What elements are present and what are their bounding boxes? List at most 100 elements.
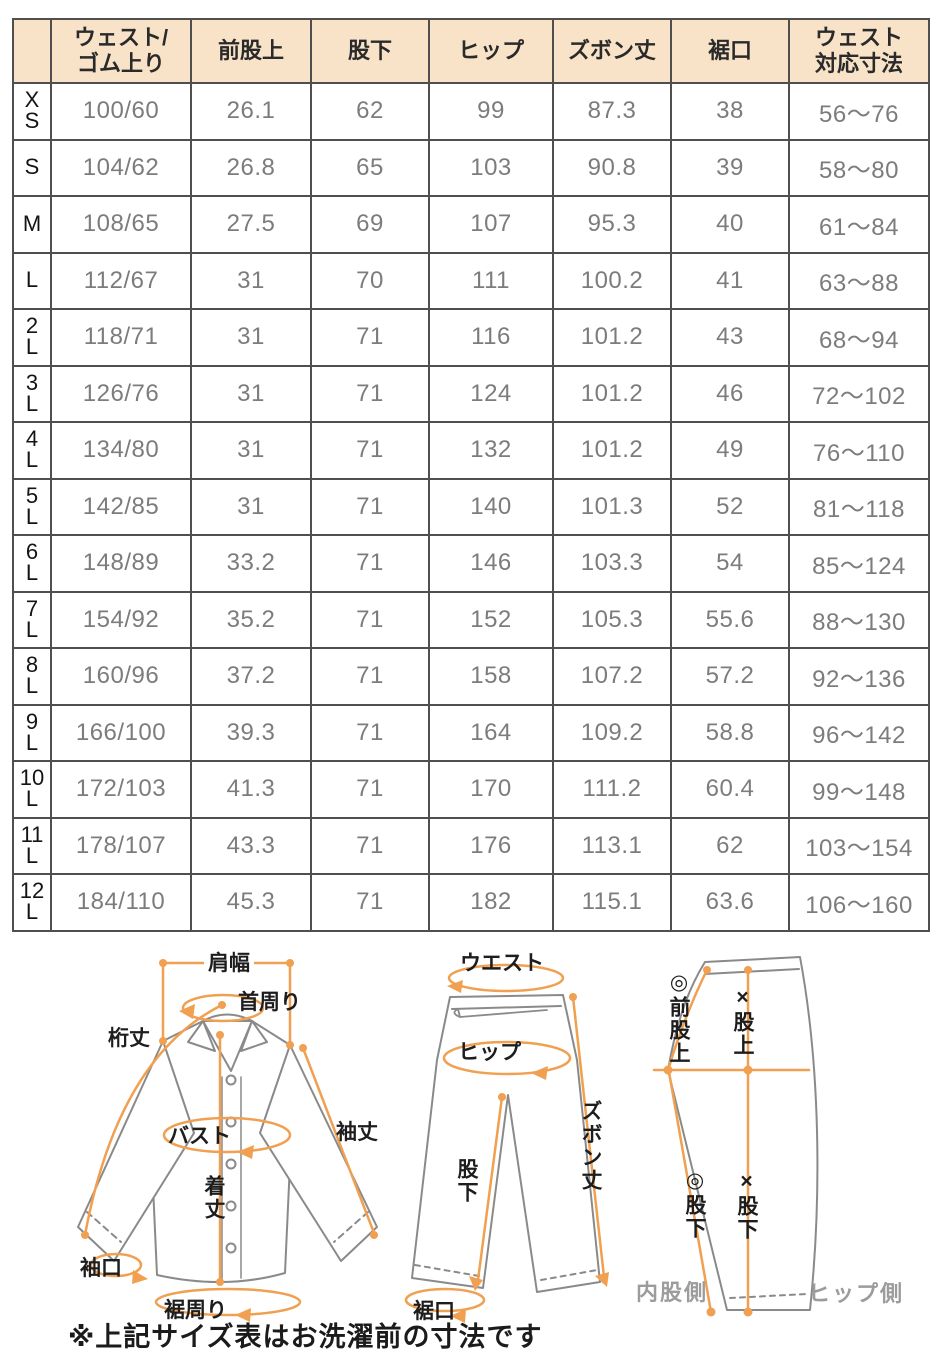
measurement-cell: 27.5 [190, 195, 312, 254]
table-row: X S 100/60 26.1 62 99 87.3 38 56～76 [12, 82, 930, 141]
size-label: M [12, 195, 52, 254]
inseam-side-label: ×股下 [735, 1170, 758, 1241]
measurement-cell: 71 [310, 590, 430, 649]
inner-side-label: 内股側 [636, 1280, 709, 1305]
cuff-label: 袖口 [80, 1257, 122, 1280]
sleeve-length-label: 袖丈 [336, 1121, 378, 1144]
measurement-cell: 106～160 [788, 873, 930, 932]
measurement-cell: 107.2 [552, 647, 672, 706]
measurement-cell: 100/60 [50, 82, 192, 141]
measurement-cell: 63.6 [670, 873, 790, 932]
measurement-cell: 103 [428, 138, 554, 197]
measurement-cell: 35.2 [190, 590, 312, 649]
table-row: 8 L 160/96 37.2 71 158 107.2 57.2 92～136 [12, 647, 930, 706]
measurement-cell: 101.3 [552, 477, 672, 536]
size-label: X S [12, 82, 52, 141]
header-pants-length: ズボン丈 [552, 18, 672, 84]
measurement-cell: 26.1 [190, 82, 312, 141]
table-row: 4 L 134/80 31 71 132 101.2 49 76～110 [12, 421, 930, 480]
size-label: 3 L [12, 364, 52, 423]
measurement-cell: 88～130 [788, 590, 930, 649]
measurement-cell: 103.3 [552, 534, 672, 593]
measurement-cell: 85～124 [788, 534, 930, 593]
size-label: 6 L [12, 534, 52, 593]
measurement-cell: 104/62 [50, 138, 192, 197]
measurement-cell: 58.8 [670, 703, 790, 762]
rise-label: ×股上 [731, 986, 754, 1057]
measurement-cell: 166/100 [50, 703, 192, 762]
measurement-cell: 71 [310, 647, 430, 706]
inseam-inner-label: ◎股下 [683, 1168, 706, 1240]
size-label: 4 L [12, 421, 52, 480]
measurement-diagram [77, 956, 819, 1323]
measurement-cell: 43.3 [190, 816, 312, 875]
measurement-cell: 38 [670, 82, 790, 141]
measurement-cell: 152 [428, 590, 554, 649]
header-hem: 裾口 [670, 18, 790, 84]
measurement-cell: 182 [428, 873, 554, 932]
measurement-cell: 170 [428, 760, 554, 819]
front-rise-label: ◎前股上 [667, 970, 690, 1065]
measurement-cell: 164 [428, 703, 554, 762]
measurement-cell: 71 [310, 477, 430, 536]
measurement-cell: 184/110 [50, 873, 192, 932]
measurement-cell: 43 [670, 308, 790, 367]
shoulder-width-label: 肩幅 [204, 953, 254, 974]
body-length-label: 着丈 [202, 1175, 225, 1221]
measurement-cell: 96～142 [788, 703, 930, 762]
table-row: S 104/62 26.8 65 103 90.8 39 58～80 [12, 138, 930, 197]
measurement-cell: 71 [310, 703, 430, 762]
measurement-cell: 65 [310, 138, 430, 197]
table-row: 7 L 154/92 35.2 71 152 105.3 55.6 88～130 [12, 590, 930, 649]
measurement-cell: 140 [428, 477, 554, 536]
measurement-cell: 101.2 [552, 308, 672, 367]
measurement-cell: 176 [428, 816, 554, 875]
size-label: L [12, 251, 52, 310]
measurement-cell: 57.2 [670, 647, 790, 706]
measurement-cell: 103～154 [788, 816, 930, 875]
hip-label: ヒップ [458, 1041, 521, 1064]
measurement-cell: 111.2 [552, 760, 672, 819]
measurement-cell: 81～118 [788, 477, 930, 536]
measurement-cell: 54 [670, 534, 790, 593]
measurement-cell: 33.2 [190, 534, 312, 593]
header-size [12, 18, 52, 84]
measurement-cell: 70 [310, 251, 430, 310]
size-label: S [12, 138, 52, 197]
table-row: 2 L 118/71 31 71 116 101.2 43 68～94 [12, 308, 930, 367]
measurement-cell: 46 [670, 364, 790, 423]
measurement-cell: 63～88 [788, 251, 930, 310]
hem-opening-label: 裾口 [413, 1300, 455, 1323]
header-waist-elastic: ウェスト/ ゴム上り [50, 18, 192, 84]
measurement-cell: 100.2 [552, 251, 672, 310]
measurement-cell: 105.3 [552, 590, 672, 649]
measurement-cell: 52 [670, 477, 790, 536]
pants-side-diagram [652, 956, 819, 1317]
measurement-cell: 109.2 [552, 703, 672, 762]
measurement-cell: 158 [428, 647, 554, 706]
size-label: 8 L [12, 647, 52, 706]
measurement-cell: 113.1 [552, 816, 672, 875]
measurement-cell: 61～84 [788, 195, 930, 254]
measurement-cell: 108/65 [50, 195, 192, 254]
measurement-cell: 148/89 [50, 534, 192, 593]
size-label: 7 L [12, 590, 52, 649]
measurement-cell: 62 [310, 82, 430, 141]
measurement-cell: 124 [428, 364, 554, 423]
header-front-rise: 前股上 [190, 18, 312, 84]
measurement-cell: 134/80 [50, 421, 192, 480]
measurement-cell: 99 [428, 82, 554, 141]
measurement-cell: 115.1 [552, 873, 672, 932]
header-row: ウェスト/ ゴム上り 前股上 股下 ヒップ ズボン丈 裾口 ウェスト 対応寸法 [12, 18, 930, 84]
measurement-cell: 41.3 [190, 760, 312, 819]
measurement-cell: 87.3 [552, 82, 672, 141]
measurement-cell: 101.2 [552, 421, 672, 480]
measurement-cell: 69 [310, 195, 430, 254]
table-row: 6 L 148/89 33.2 71 146 103.3 54 85～124 [12, 534, 930, 593]
size-table-body: X S 100/60 26.1 62 99 87.3 38 56～76 S 104/62 26.8 6… [12, 82, 930, 932]
table-row: M 108/65 27.5 69 107 95.3 40 61～84 [12, 195, 930, 254]
header-hip: ヒップ [428, 18, 554, 84]
measurement-cell: 58～80 [788, 138, 930, 197]
washing-note: ※上記サイズ表はお洗濯前の寸法です [68, 1322, 543, 1352]
